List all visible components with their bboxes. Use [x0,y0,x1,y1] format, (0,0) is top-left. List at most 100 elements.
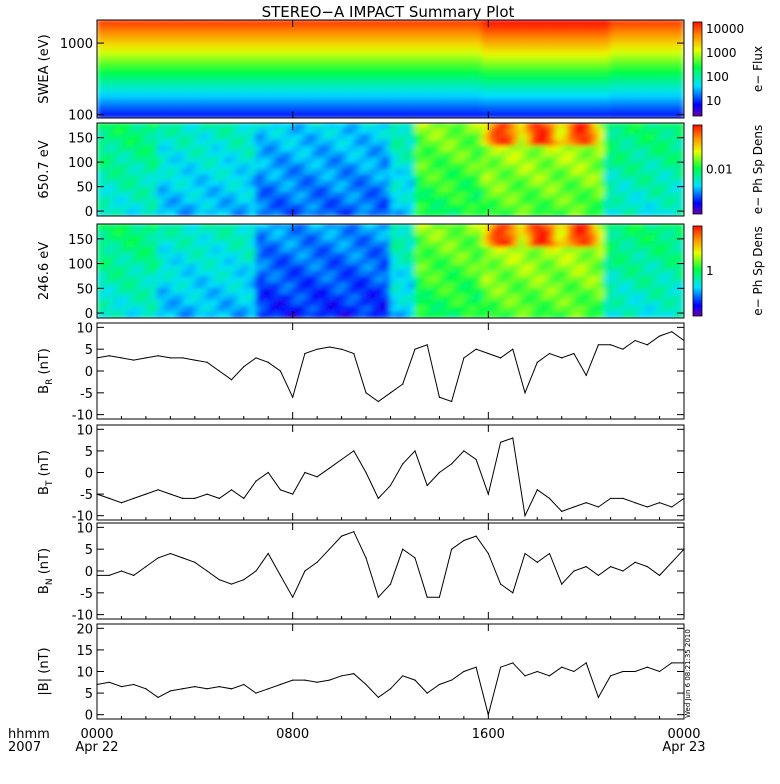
line-point-2-33 [500,583,501,584]
line-point-3-39 [573,671,574,672]
line-point-0-34 [512,349,513,350]
line-point-2-26 [414,557,415,558]
line-point-1-40 [586,502,587,503]
line-point-1-28 [439,472,440,473]
line-point-1-5 [158,489,159,490]
line-point-3-6 [170,690,171,691]
line-point-0-28 [439,397,440,398]
line-point-0-0 [96,357,97,358]
line-point-1-8 [194,498,195,499]
line-point-0-3 [133,359,134,360]
line-point-0-18 [317,349,318,350]
colorbar-label-0: e− Flux [751,46,765,92]
line-point-1-23 [378,498,379,499]
line-point-3-3 [133,684,134,685]
line-point-1-17 [304,472,305,473]
line-point-3-0 [96,684,97,685]
line-point-0-26 [414,349,415,350]
line-point-3-16 [292,680,293,681]
spectrogram-ytick-label-2-1: 50 [76,282,93,297]
line-point-0-16 [292,397,293,398]
line-point-0-15 [280,370,281,371]
colorbar-label-1: e− Ph Sp Dens [751,125,765,214]
line-point-3-15 [280,684,281,685]
line-ytick-label-3-2: 10 [76,666,93,681]
line-point-2-30 [463,540,464,541]
line-point-0-42 [610,344,611,345]
line-point-0-48 [683,340,684,341]
line-point-1-24 [390,485,391,486]
colorbar-label-2: e− Ph Sp Dens [751,226,765,315]
line-point-3-18 [317,682,318,683]
line-point-3-45 [647,667,648,668]
line-point-0-7 [182,357,183,358]
line-point-0-5 [158,355,159,356]
line-ytick-label-2-3: 5 [85,543,93,558]
line-point-1-18 [317,476,318,477]
line-point-3-21 [353,673,354,674]
line-point-2-34 [512,592,513,593]
line-ytick-label-1-4: 10 [76,423,93,438]
line-ylabel-1: BT (nT) [37,450,55,495]
line-point-0-40 [586,375,587,376]
line-point-1-4 [145,493,146,494]
time-tick-label-1: 0800 [276,727,309,742]
line-point-1-41 [598,506,599,507]
line-point-3-31 [476,667,477,668]
line-point-1-27 [427,485,428,486]
line-ytick-label-0-1: -5 [80,387,93,402]
line-point-1-7 [182,498,183,499]
colorbar-2 [693,226,702,316]
line-point-3-40 [586,662,587,663]
line-point-2-3 [133,575,134,576]
line-point-0-30 [463,357,464,358]
spectrogram-image-1 [97,123,685,217]
spectrogram-ytick-label-1-2: 100 [68,156,93,171]
line-point-2-6 [170,553,171,554]
line-point-3-28 [439,684,440,685]
line-point-0-19 [329,346,330,347]
colorbar-tick-label-0-0: 10000 [706,22,744,36]
line-point-3-48 [683,662,684,663]
line-point-2-47 [671,562,672,563]
time-tick-date-0: Apr 22 [75,740,118,755]
line-point-0-39 [573,353,574,354]
line-point-2-21 [353,531,354,532]
colorbar-tick-label-0-1: 1000 [706,46,737,60]
line-point-3-27 [427,692,428,693]
line-point-0-22 [365,392,366,393]
line-point-1-47 [671,506,672,507]
line-point-3-37 [549,675,550,676]
line-point-2-22 [365,557,366,558]
colorbar-tick-label-1-0: 0.01 [706,163,733,177]
line-point-2-46 [659,575,660,576]
line-ytick-label-2-4: 10 [76,521,93,536]
line-ytick-label-3-0: 0 [85,709,93,724]
line-point-1-15 [280,489,281,490]
time-tick-label-2: 1600 [472,727,505,742]
spectrogram-image-2 [97,224,685,319]
line-point-3-14 [268,688,269,689]
spectrogram-ytick-label-2-2: 100 [68,258,93,273]
line-point-2-14 [268,553,269,554]
spectrogram-ylabel-2: 246.6 eV [37,242,52,300]
line-point-2-9 [206,570,207,571]
line-point-1-21 [353,450,354,451]
line-point-2-18 [317,562,318,563]
line-point-0-36 [537,362,538,363]
line-point-2-35 [524,553,525,554]
line-panel-frame-2 [97,523,684,619]
line-point-3-47 [671,662,672,663]
line-point-3-41 [598,697,599,698]
line-ytick-label-0-2: 0 [85,365,93,380]
chart-title: STEREO−A IMPACT Summary Plot [262,3,515,21]
line-point-0-14 [268,362,269,363]
line-point-0-10 [219,370,220,371]
line-point-1-48 [683,498,684,499]
line-point-1-22 [365,472,366,473]
line-point-0-32 [488,353,489,354]
line-point-3-22 [365,684,366,685]
line-point-0-13 [255,357,256,358]
line-point-2-41 [598,575,599,576]
